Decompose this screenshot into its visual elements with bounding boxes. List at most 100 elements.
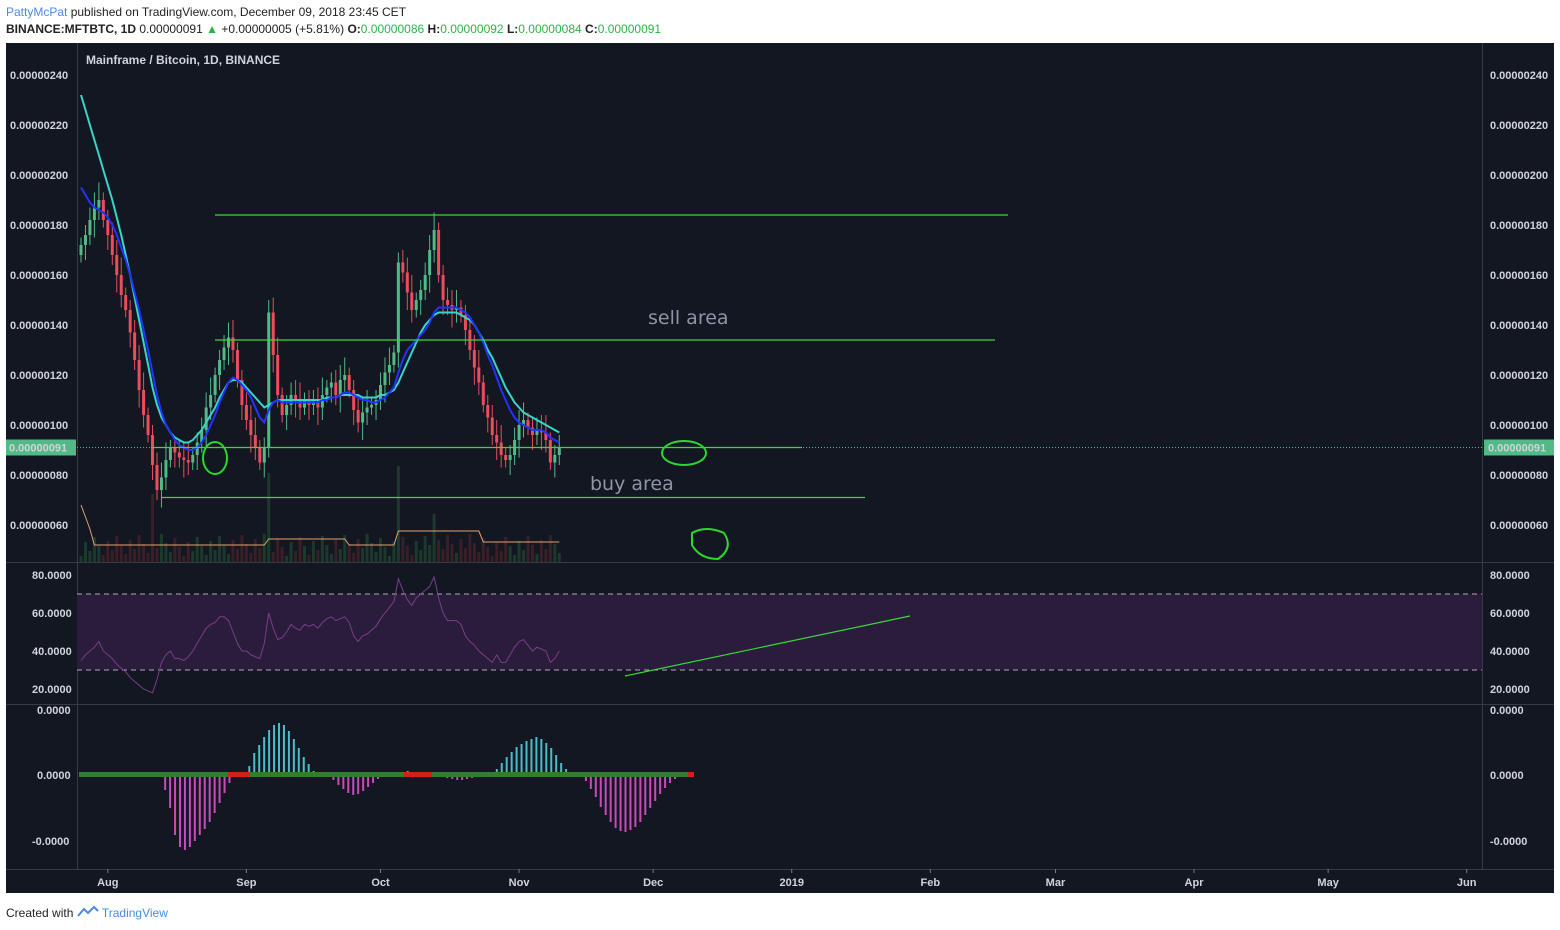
candle-body: [544, 432, 548, 440]
volume-bar: [249, 553, 253, 562]
candle-body: [115, 255, 119, 275]
chart-canvas[interactable]: 0.00000240 0.00000240 0.00000220 0.00000220…: [6, 43, 1554, 893]
candle-body: [213, 375, 217, 395]
macd-bar: [584, 775, 587, 781]
macd-signal-cross: [404, 772, 432, 777]
macd-bar: [352, 775, 355, 795]
candle-body: [370, 405, 374, 408]
candle-body: [177, 452, 181, 458]
close-key: C:: [585, 22, 598, 36]
macd-bar: [263, 737, 266, 775]
macd-bar: [589, 775, 592, 789]
drawn-circle: [661, 440, 707, 466]
author-link[interactable]: PattyMcPat: [6, 5, 68, 19]
candle-body: [186, 460, 190, 463]
candle-body: [365, 407, 369, 413]
volume-bar: [182, 556, 186, 562]
candle-body: [530, 427, 534, 435]
candle-body: [244, 405, 248, 420]
candle-body: [83, 235, 87, 245]
current-price-label-left: 0.00000091: [9, 443, 67, 455]
volume-bar: [343, 535, 347, 562]
macd-bar: [347, 775, 350, 793]
price-tick-left: 0.00000100: [10, 420, 68, 432]
volume-bar: [307, 555, 311, 562]
rsi-band-fill: [77, 594, 1482, 670]
volume-bar: [271, 552, 275, 562]
volume-bar: [535, 554, 539, 562]
candle-body: [164, 460, 168, 478]
candle-body: [522, 420, 526, 425]
candle-body: [472, 350, 476, 368]
macd-bar: [649, 775, 652, 808]
volume-bar: [128, 540, 132, 562]
price-tick-left: 0.00000180: [10, 220, 68, 232]
volume-bar: [387, 556, 391, 562]
candle-body: [155, 465, 159, 490]
volume-bar: [151, 494, 155, 562]
macd-bar: [253, 753, 256, 775]
macd-bar: [619, 775, 622, 831]
candle-body: [459, 307, 463, 315]
candle-body: [437, 230, 441, 275]
candle-body: [535, 430, 539, 435]
macd-bar: [302, 757, 305, 775]
candle-body: [329, 382, 333, 388]
macd-signal-cross: [228, 772, 250, 777]
macd-bar: [560, 763, 563, 775]
candle-body: [101, 200, 105, 220]
candle-body: [204, 407, 208, 430]
volume-bar: [486, 547, 490, 562]
volume-bar: [504, 537, 508, 562]
volume-bar: [258, 548, 262, 562]
macd-bar: [268, 730, 271, 775]
volume-bar: [146, 553, 150, 562]
open-value: 0.00000086: [360, 22, 425, 36]
macd-bar: [208, 775, 211, 822]
macd-bar: [624, 775, 627, 832]
volume-bar: [490, 556, 494, 562]
volume-bar: [468, 534, 472, 562]
volume-bar: [329, 554, 333, 562]
candle-body: [235, 350, 239, 380]
current-price-badge-left: [6, 439, 76, 456]
volume-bar: [92, 537, 96, 562]
high-value: 0.00000092: [440, 22, 504, 36]
candle-body: [267, 312, 271, 448]
volume-bar: [526, 536, 530, 562]
time-tick-label: 2019: [779, 877, 803, 889]
candle-body: [92, 207, 96, 220]
volume-bar: [361, 548, 365, 562]
macd-bar: [307, 764, 310, 775]
volume-bar: [383, 547, 387, 562]
macd-bar: [510, 752, 513, 775]
macd-bar: [183, 775, 186, 850]
candle-body: [334, 382, 338, 395]
macd-tick-right: -0.0000: [1490, 836, 1527, 848]
volume-bar: [459, 539, 463, 562]
candle-body: [249, 420, 253, 435]
volume-bar: [231, 540, 235, 562]
drawn-circle: [202, 441, 228, 475]
macd-bar: [362, 775, 365, 791]
macd-bar: [372, 775, 375, 783]
candle-body: [325, 387, 329, 395]
tradingview-link[interactable]: TradingView: [101, 906, 168, 920]
macd-bar: [530, 739, 533, 775]
volume-bar: [320, 536, 324, 562]
candle-body: [361, 412, 365, 423]
volume-bar: [423, 536, 427, 562]
volume-bars: [79, 466, 561, 562]
volume-bar: [365, 534, 369, 562]
candle-body: [79, 245, 83, 255]
volume-bar: [437, 540, 441, 562]
candle-body: [347, 375, 351, 390]
low-value: 0.00000084: [518, 22, 582, 36]
volume-bar: [548, 535, 552, 562]
rsi-tick-left: 20.0000: [32, 684, 72, 696]
candle-body: [383, 372, 387, 385]
volume-bar: [83, 542, 87, 562]
symbol-label: BINANCE:MFTBTC, 1D: [6, 22, 136, 36]
macd-bar: [614, 775, 617, 828]
macd-bar: [550, 748, 553, 775]
